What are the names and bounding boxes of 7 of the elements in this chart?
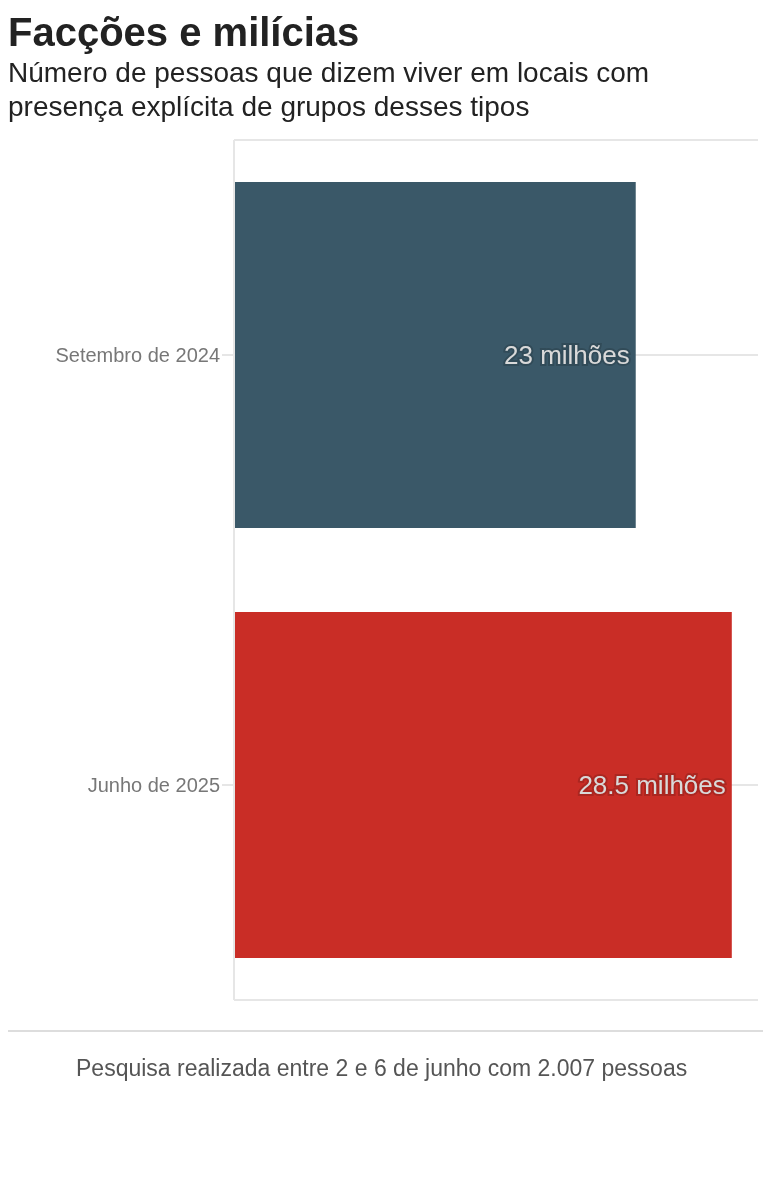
chart-title: Facções e milícias: [8, 9, 361, 56]
y-tick-label: Junho de 2025: [87, 774, 220, 797]
data-label: 28.5 milhões: [578, 770, 726, 800]
data-label: 23 milhões: [504, 340, 630, 370]
y-tick-label: Setembro de 2024: [55, 344, 220, 367]
text: Pesquisa realizada entre 2 e 6 de junho com 2.007 pessoas: [76, 1054, 689, 1083]
chart-subtitle: Número de pessoas que dizem viver em locais com presença explícita de grupos desses tipos: [8, 56, 651, 124]
